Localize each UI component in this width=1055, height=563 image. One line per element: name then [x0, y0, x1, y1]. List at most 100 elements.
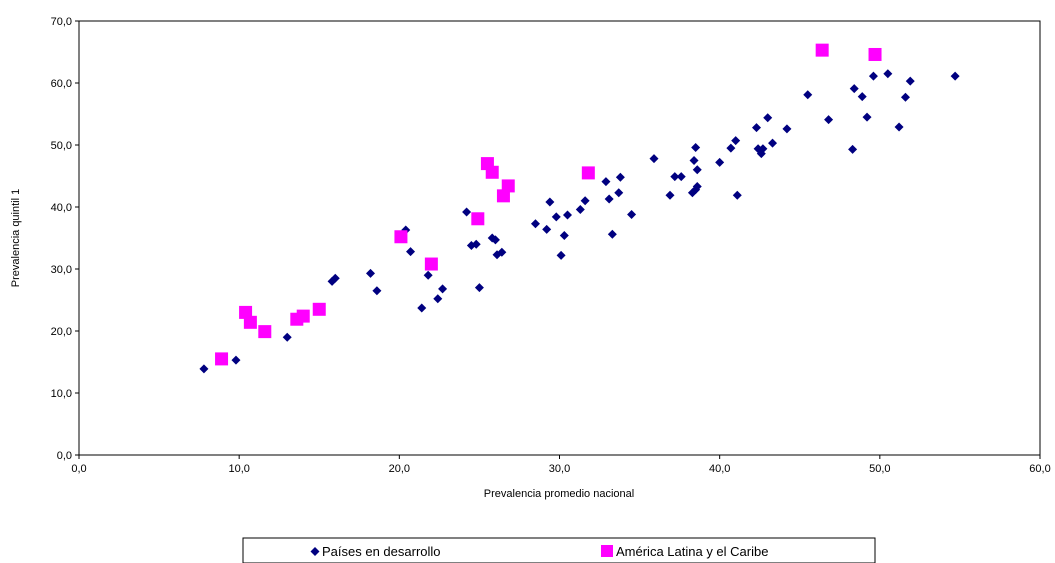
data-point-paises-en-desarrollo	[731, 136, 741, 146]
y-tick-label: 0,0	[57, 450, 72, 462]
data-point-paises-en-desarrollo	[366, 268, 376, 278]
legend-box	[242, 537, 876, 563]
data-point-america-latina	[258, 325, 272, 339]
data-points	[199, 43, 960, 374]
data-point-paises-en-desarrollo	[849, 84, 859, 94]
data-point-paises-en-desarrollo	[862, 112, 872, 122]
data-point-paises-en-desarrollo	[423, 270, 433, 280]
data-point-paises-en-desarrollo	[649, 154, 659, 164]
x-tick-label: 40,0	[709, 463, 730, 475]
data-point-paises-en-desarrollo	[905, 76, 915, 86]
data-point-paises-en-desarrollo	[768, 138, 778, 148]
data-point-paises-en-desarrollo	[438, 284, 448, 294]
data-point-america-latina	[501, 179, 515, 193]
data-point-paises-en-desarrollo	[433, 294, 443, 304]
data-point-paises-en-desarrollo	[330, 273, 340, 283]
legend-marker-america-latina	[601, 545, 613, 557]
data-point-paises-en-desarrollo	[726, 143, 736, 153]
data-point-paises-en-desarrollo	[615, 172, 625, 182]
data-point-america-latina	[243, 315, 257, 329]
data-point-paises-en-desarrollo	[665, 190, 675, 200]
data-point-paises-en-desarrollo	[604, 194, 614, 204]
data-point-america-latina	[581, 166, 595, 180]
data-point-paises-en-desarrollo	[231, 355, 241, 365]
data-point-america-latina	[496, 189, 510, 203]
x-tick-label: 10,0	[228, 463, 249, 475]
x-tick-label: 0,0	[71, 463, 86, 475]
data-point-america-latina	[815, 43, 829, 57]
data-point-paises-en-desarrollo	[282, 332, 292, 342]
legend: Países en desarrollo América Latina y el…	[242, 537, 876, 563]
x-tick-label: 20,0	[389, 463, 410, 475]
data-point-paises-en-desarrollo	[627, 209, 637, 219]
y-axis-title: Prevalencia quintil 1	[10, 189, 22, 287]
data-point-paises-en-desarrollo	[900, 92, 910, 102]
x-axis-title: Prevalencia promedio nacional	[484, 488, 634, 500]
data-point-paises-en-desarrollo	[732, 190, 742, 200]
data-point-paises-en-desarrollo	[372, 286, 382, 296]
data-point-paises-en-desarrollo	[614, 188, 624, 198]
data-point-paises-en-desarrollo	[715, 157, 725, 167]
data-point-paises-en-desarrollo	[406, 247, 416, 257]
plot-area	[78, 20, 1041, 456]
data-point-paises-en-desarrollo	[607, 229, 617, 239]
data-point-paises-en-desarrollo	[670, 172, 680, 182]
data-point-paises-en-desarrollo	[803, 90, 813, 100]
data-point-paises-en-desarrollo	[692, 165, 702, 175]
data-point-paises-en-desarrollo	[474, 283, 484, 293]
data-point-paises-en-desarrollo	[490, 235, 500, 245]
legend-label-america-latina: América Latina y el Caribe	[616, 544, 768, 559]
y-tick-label: 40,0	[51, 202, 72, 214]
data-point-paises-en-desarrollo	[542, 224, 552, 234]
x-tick-label: 50,0	[869, 463, 890, 475]
y-axis: 0,0 10,0 20,0 30,0 40,0 50,0 60,0 70,0	[51, 16, 79, 462]
data-point-paises-en-desarrollo	[692, 182, 702, 192]
x-tick-label: 60,0	[1029, 463, 1050, 475]
data-point-america-latina	[424, 257, 438, 271]
data-point-paises-en-desarrollo	[883, 69, 893, 79]
x-tick-label: 30,0	[549, 463, 570, 475]
data-point-paises-en-desarrollo	[758, 144, 768, 154]
y-tick-label: 70,0	[51, 16, 72, 28]
data-point-paises-en-desarrollo	[752, 123, 762, 133]
data-point-paises-en-desarrollo	[563, 210, 573, 220]
data-point-america-latina	[312, 302, 326, 316]
data-point-paises-en-desarrollo	[689, 156, 699, 165]
data-point-america-latina	[868, 47, 882, 61]
data-point-paises-en-desarrollo	[580, 196, 590, 206]
data-point-america-latina	[239, 305, 253, 319]
data-point-paises-en-desarrollo	[551, 212, 561, 222]
data-point-paises-en-desarrollo	[824, 115, 834, 125]
data-point-paises-en-desarrollo	[894, 122, 904, 132]
data-point-paises-en-desarrollo	[763, 113, 773, 123]
data-point-paises-en-desarrollo	[417, 303, 427, 313]
y-tick-label: 30,0	[51, 264, 72, 276]
data-point-paises-en-desarrollo	[471, 239, 481, 249]
data-point-paises-en-desarrollo	[857, 92, 867, 102]
data-point-america-latina	[485, 165, 499, 179]
data-point-paises-en-desarrollo	[199, 364, 209, 374]
data-point-america-latina	[471, 212, 485, 226]
data-point-paises-en-desarrollo	[601, 177, 611, 187]
data-point-paises-en-desarrollo	[950, 71, 960, 81]
y-tick-label: 60,0	[51, 78, 72, 90]
data-point-paises-en-desarrollo	[497, 247, 507, 257]
legend-marker-paises	[310, 547, 320, 556]
legend-label-paises: Países en desarrollo	[322, 544, 441, 559]
data-point-paises-en-desarrollo	[782, 124, 792, 134]
data-point-paises-en-desarrollo	[559, 231, 569, 241]
data-point-paises-en-desarrollo	[868, 71, 878, 81]
y-tick-label: 10,0	[51, 388, 72, 400]
data-point-paises-en-desarrollo	[462, 207, 472, 217]
data-point-paises-en-desarrollo	[848, 144, 858, 154]
data-point-paises-en-desarrollo	[691, 142, 701, 152]
data-point-paises-en-desarrollo	[676, 172, 686, 182]
data-point-america-latina	[215, 352, 229, 366]
data-point-paises-en-desarrollo	[556, 250, 566, 260]
x-axis: 0,0 10,0 20,0 30,0 40,0 50,0 60,0	[71, 455, 1051, 475]
data-point-america-latina	[296, 309, 310, 323]
y-tick-label: 20,0	[51, 326, 72, 338]
data-point-america-latina	[394, 230, 408, 244]
data-point-paises-en-desarrollo	[575, 204, 585, 214]
